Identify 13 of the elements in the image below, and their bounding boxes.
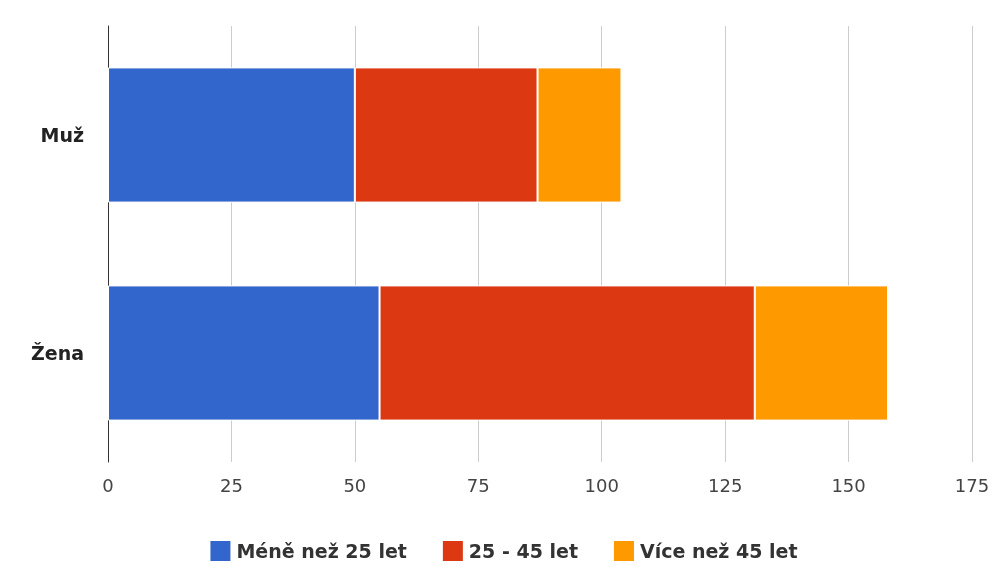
x-tick-label: 75 xyxy=(466,474,490,496)
x-tick-label: 100 xyxy=(584,474,619,496)
x-tick-label: 50 xyxy=(343,474,367,496)
y-tick-label: Žena xyxy=(30,342,84,364)
x-tick-label: 175 xyxy=(954,474,990,496)
x-tick-label: 125 xyxy=(707,474,743,496)
y-tick-label: Muž xyxy=(40,124,84,146)
legend-label: Více než 45 let xyxy=(639,540,798,562)
x-tick-label: 150 xyxy=(831,474,866,496)
legend-label: 25 - 45 let xyxy=(468,540,578,562)
legend-label: Méně než 25 let xyxy=(236,540,407,562)
x-tick-label: 25 xyxy=(219,474,243,496)
x-tick-label: 0 xyxy=(102,474,114,496)
